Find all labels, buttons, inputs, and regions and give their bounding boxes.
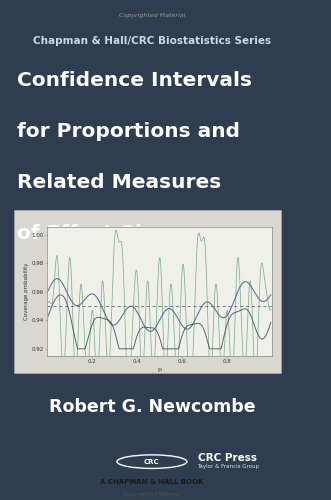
Y-axis label: Coverage probability: Coverage probability: [24, 263, 29, 320]
Text: Copyrighted Material: Copyrighted Material: [119, 13, 185, 18]
Text: Chapman & Hall/CRC Biostatistics Series: Chapman & Hall/CRC Biostatistics Series: [33, 36, 271, 46]
Text: CRC Press: CRC Press: [198, 452, 257, 462]
Text: Taylor & Francis Group: Taylor & Francis Group: [198, 464, 260, 469]
Bar: [14, 210, 281, 373]
Text: for Proportions and: for Proportions and: [17, 122, 240, 141]
Text: Robert G. Newcombe: Robert G. Newcombe: [49, 398, 255, 416]
X-axis label: p: p: [158, 366, 162, 372]
Text: A CHAPMAN & HALL BOOK: A CHAPMAN & HALL BOOK: [100, 480, 204, 486]
Text: Related Measures: Related Measures: [17, 172, 221, 192]
Text: of Effect Size: of Effect Size: [17, 224, 167, 242]
Text: Confidence Intervals: Confidence Intervals: [17, 70, 252, 90]
Text: Copyrighted Material: Copyrighted Material: [123, 492, 181, 496]
Text: CRC: CRC: [144, 458, 160, 464]
